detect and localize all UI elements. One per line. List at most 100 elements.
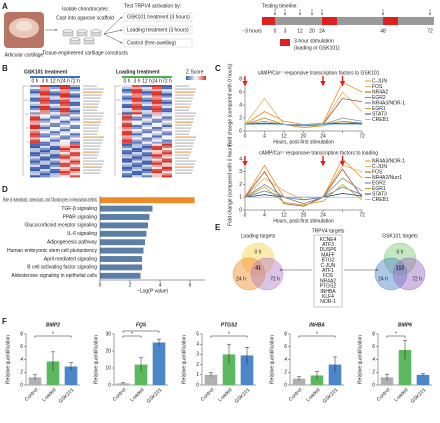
panel-label: F (2, 317, 7, 326)
heatmap-cell (40, 139, 50, 142)
arrow (103, 16, 123, 35)
heatmap-cell (50, 124, 60, 127)
heatmap-cell (40, 85, 50, 88)
heatmap-cell (132, 97, 142, 100)
heatmap-cell (40, 89, 50, 92)
heatmap-cell (142, 169, 152, 172)
gene-label: ATF3 (322, 242, 334, 248)
heatmap-cell (122, 152, 132, 155)
heatmap-cell (30, 133, 40, 136)
column-label: 24 h (60, 78, 70, 84)
y-tick-label: 6 (284, 344, 287, 350)
heatmap-cell (60, 103, 70, 106)
significance-bracket (122, 335, 142, 338)
heatmap-cell (30, 118, 40, 121)
heatmap-cell (50, 171, 60, 174)
gene-label: KCNE4 (320, 237, 337, 243)
y-tick-label: 30 (105, 331, 111, 337)
heatmap-cell (132, 85, 142, 88)
heatmap-cell (162, 101, 172, 104)
bar (310, 375, 324, 385)
gene-label-placeholder (175, 154, 190, 156)
heatmap-cell (60, 118, 70, 121)
gene-label-placeholder (175, 103, 191, 105)
heatmap-cell (152, 166, 162, 169)
heatmap-cell (162, 143, 172, 146)
step-label: Isolate chondrocytes (62, 6, 108, 12)
heatmap-cell (30, 85, 40, 88)
heatmap-cell (50, 152, 60, 155)
heatmap-cell (70, 120, 80, 123)
heatmap-cell (152, 143, 162, 146)
heatmap-cell (152, 118, 162, 121)
heatmap-cell (152, 122, 162, 125)
heatmap-cell (60, 143, 70, 146)
heatmap-cell (30, 87, 40, 90)
heatmap-cell (132, 145, 142, 148)
heatmap-cell (70, 103, 80, 106)
treatment-box (123, 38, 193, 48)
heatmap-cell (142, 131, 152, 134)
heatmap-cell (132, 169, 142, 172)
timeline-title: Testing timeline: (262, 3, 298, 9)
heatmap-cell (70, 173, 80, 176)
heatmap-cell (50, 114, 60, 117)
gene-label-placeholder (175, 112, 196, 114)
y-axis-label: Relative quantification (269, 335, 275, 384)
heatmap-cell (70, 135, 80, 138)
heatmap-cell (162, 156, 172, 159)
y-tick-label: 5 (196, 331, 199, 337)
arrow (103, 29, 123, 35)
y-tick-label: 0 (372, 382, 375, 388)
panel-label: B (2, 64, 8, 73)
heatmap-cell (142, 143, 152, 146)
heatmap-cell (40, 124, 50, 127)
heatmap-cell (30, 99, 40, 102)
construct-top (90, 29, 102, 33)
heatmap-cell (162, 108, 172, 111)
heatmap-cell (40, 150, 50, 153)
heatmap-cell (70, 122, 80, 125)
heatmap-cell (122, 89, 132, 92)
gene-label-placeholder (175, 94, 194, 96)
heatmap-cell (122, 116, 132, 119)
heatmap-cell (162, 91, 172, 94)
heatmap-cell (40, 131, 50, 134)
heatmap-cell (152, 169, 162, 172)
heatmap-cell (142, 85, 152, 88)
chart-title: cAMP/Ca²⁺ responsive transcription facto… (258, 70, 380, 76)
gene-label-placeholder (175, 121, 193, 123)
category-label: Glucocorticoid receptor signaling (24, 223, 97, 229)
stimulation-period (322, 17, 337, 25)
heatmap-cell (60, 145, 70, 148)
category-label: Aldosterone signaling in epithelial cell… (11, 273, 97, 279)
heatmap-cell (162, 160, 172, 163)
heatmap-cell (122, 135, 132, 138)
heatmap-cell (142, 116, 152, 119)
x-tick-label: Control (288, 387, 304, 403)
gene-label: PTGS2 (320, 284, 337, 290)
y-tick-label: 1 (239, 195, 242, 201)
heatmap-cell (50, 166, 60, 169)
chart-title: BMP6 (398, 322, 412, 328)
error-bar (245, 347, 249, 364)
heatmap-cell (60, 87, 70, 90)
heatmap-cell (122, 120, 132, 123)
bar (100, 239, 145, 246)
category-label: Role of osteoblasts, osteoclasts, and Ch… (3, 198, 97, 204)
heatmap-cell (70, 143, 80, 146)
venn-circle (392, 257, 426, 291)
heatmap-cell (60, 120, 70, 123)
error-bar (209, 372, 213, 377)
treatment-label: Control (free-swelling) (127, 40, 176, 46)
heatmap-cell (70, 145, 80, 148)
heatmap-cell (162, 106, 172, 109)
construct-top (76, 29, 88, 33)
heatmap-cell (162, 141, 172, 144)
heatmap-cell (60, 141, 70, 144)
heatmap-cell (152, 93, 162, 96)
legend-label: EGR2 (372, 95, 386, 101)
heatmap-cell (30, 131, 40, 134)
x-axis-label: Hours, post-first stimulation (273, 218, 334, 224)
legend-label: FOS (372, 169, 383, 175)
